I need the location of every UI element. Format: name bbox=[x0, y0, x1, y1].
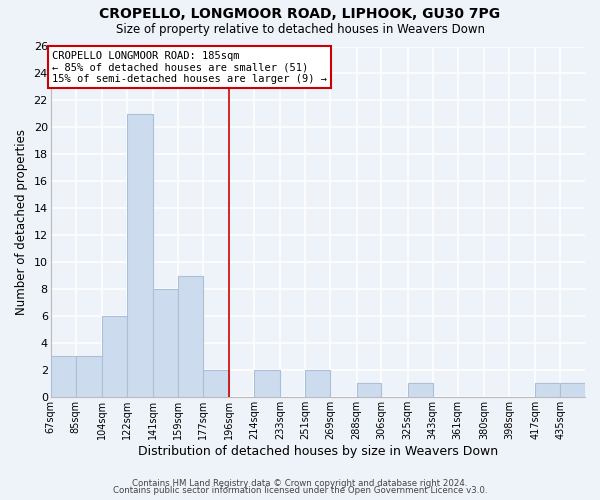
Y-axis label: Number of detached properties: Number of detached properties bbox=[15, 128, 28, 314]
Text: Contains public sector information licensed under the Open Government Licence v3: Contains public sector information licen… bbox=[113, 486, 487, 495]
Bar bbox=[535, 384, 560, 397]
Bar bbox=[560, 384, 585, 397]
Text: CROPELLO LONGMOOR ROAD: 185sqm
← 85% of detached houses are smaller (51)
15% of : CROPELLO LONGMOOR ROAD: 185sqm ← 85% of … bbox=[52, 50, 327, 84]
Text: Size of property relative to detached houses in Weavers Down: Size of property relative to detached ho… bbox=[115, 22, 485, 36]
Text: Contains HM Land Registry data © Crown copyright and database right 2024.: Contains HM Land Registry data © Crown c… bbox=[132, 478, 468, 488]
Bar bbox=[408, 384, 433, 397]
Bar bbox=[178, 276, 203, 397]
Bar bbox=[305, 370, 330, 397]
Bar bbox=[50, 356, 76, 397]
Bar bbox=[203, 370, 229, 397]
Bar bbox=[153, 289, 178, 397]
Bar bbox=[127, 114, 153, 397]
Text: CROPELLO, LONGMOOR ROAD, LIPHOOK, GU30 7PG: CROPELLO, LONGMOOR ROAD, LIPHOOK, GU30 7… bbox=[100, 8, 500, 22]
Bar bbox=[356, 384, 382, 397]
Bar bbox=[254, 370, 280, 397]
X-axis label: Distribution of detached houses by size in Weavers Down: Distribution of detached houses by size … bbox=[138, 444, 498, 458]
Bar bbox=[102, 316, 127, 397]
Bar bbox=[76, 356, 102, 397]
